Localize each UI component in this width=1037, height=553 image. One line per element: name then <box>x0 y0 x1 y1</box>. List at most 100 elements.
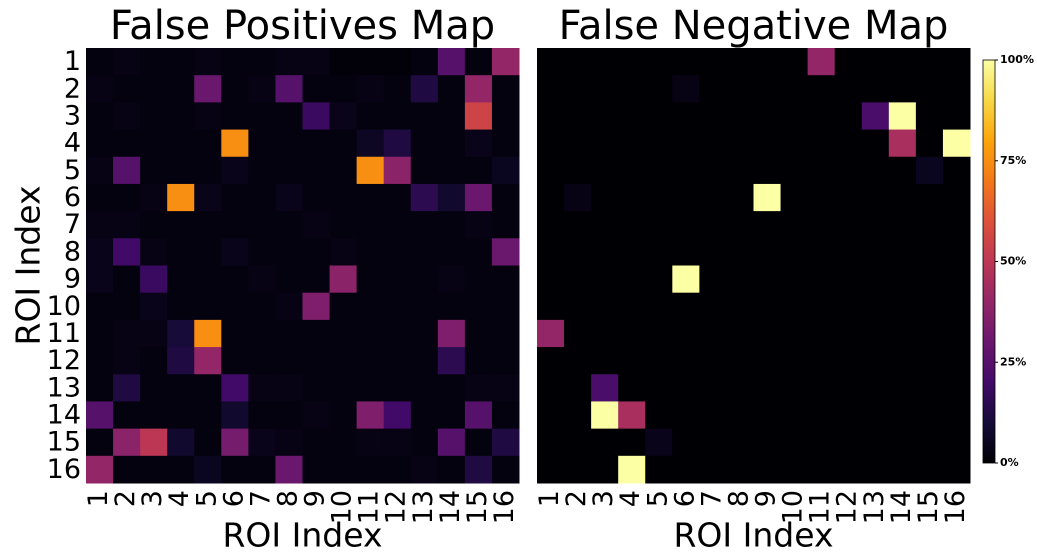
heat-cell <box>167 48 195 76</box>
heat-cell <box>942 102 971 131</box>
x-tick-label: 10 <box>778 490 809 524</box>
heat-cell <box>221 292 249 321</box>
heat-cell <box>834 102 863 131</box>
heat-cell <box>140 156 168 185</box>
y-tick-label: 10 <box>47 291 81 322</box>
heat-cell <box>915 211 944 239</box>
heat-cell <box>329 48 358 76</box>
heat-cell <box>356 455 385 484</box>
heat-cell <box>356 75 385 103</box>
heat-cell <box>248 265 276 294</box>
heat-cell <box>888 102 917 131</box>
heat-cell <box>699 183 727 212</box>
heat-cell <box>645 347 673 375</box>
heat-cell <box>618 102 646 131</box>
heat-cell <box>861 455 890 484</box>
heat-cell <box>537 347 565 375</box>
heat-cell <box>140 238 168 266</box>
heat-cell <box>726 238 754 266</box>
heat-cell <box>942 48 971 76</box>
heat-cell <box>356 374 385 402</box>
heat-cell <box>140 428 168 457</box>
heat-cell <box>942 455 971 484</box>
heat-cell <box>410 319 439 348</box>
x-tick-label: 14 <box>435 490 466 524</box>
heat-cell <box>275 347 303 375</box>
heat-cell <box>591 428 619 457</box>
heat-cell <box>942 238 971 266</box>
heat-cell <box>248 428 276 457</box>
heat-cell <box>329 347 358 375</box>
heat-cell <box>888 238 917 266</box>
heat-cell <box>464 374 493 402</box>
heat-cell <box>780 374 809 402</box>
y-tick-label: 2 <box>64 73 81 104</box>
heat-cell <box>564 319 592 348</box>
heat-cell <box>356 156 385 185</box>
heat-cell <box>383 319 412 348</box>
heat-cell <box>564 156 592 185</box>
heat-cell <box>410 428 439 457</box>
x-tick-label: 13 <box>859 490 890 524</box>
heat-cell <box>942 347 971 375</box>
heat-cell <box>302 265 331 294</box>
heat-cell <box>437 428 466 457</box>
heat-cell <box>329 75 358 103</box>
heat-cell <box>275 374 303 402</box>
heat-cell <box>113 265 141 294</box>
heat-cell <box>753 211 782 239</box>
heat-cell <box>537 48 565 76</box>
heat-cell <box>167 75 195 103</box>
x-tick-label: 1 <box>534 490 565 507</box>
heat-cell <box>645 129 673 158</box>
heat-cell <box>248 156 276 185</box>
heat-cell <box>86 428 114 457</box>
heat-cell <box>726 156 754 185</box>
heat-cell <box>437 75 466 103</box>
heat-cell <box>915 401 944 430</box>
x-tick-label: 12 <box>381 490 412 524</box>
x-tick-label: 15 <box>913 490 944 524</box>
heat-cell <box>888 183 917 212</box>
heat-cell <box>834 48 863 76</box>
x-tick-label: 15 <box>462 490 493 524</box>
heat-cell <box>383 428 412 457</box>
y-tick-label: 7 <box>64 209 81 240</box>
colorbar-tick-label: 75% <box>1000 154 1026 167</box>
heat-cell <box>140 347 168 375</box>
heat-cell <box>356 401 385 430</box>
heat-cell <box>194 319 222 348</box>
heat-cell <box>356 292 385 321</box>
heat-cell <box>194 75 222 103</box>
heat-cell <box>221 428 249 457</box>
heat-cell <box>942 129 971 158</box>
heat-cell <box>356 347 385 375</box>
heat-cell <box>383 238 412 266</box>
colorbar-tick-label: 25% <box>1000 355 1026 368</box>
heat-cell <box>618 238 646 266</box>
heat-cell <box>248 211 276 239</box>
heat-cell <box>618 211 646 239</box>
heat-cell <box>383 129 412 158</box>
heat-cell <box>491 183 520 212</box>
heat-cell <box>645 319 673 348</box>
heat-cell <box>618 265 646 294</box>
heat-cell <box>672 265 700 294</box>
heat-cell <box>221 265 249 294</box>
colorbar-tick-label: 0% <box>1000 456 1019 469</box>
heat-cell <box>672 374 700 402</box>
colorbar-tick-label: 50% <box>1000 255 1026 268</box>
heat-cell <box>618 183 646 212</box>
heat-cell <box>221 347 249 375</box>
y-tick-label: 3 <box>64 100 81 131</box>
x-tick-label: 6 <box>669 490 700 507</box>
heat-cell <box>564 265 592 294</box>
heat-cell <box>113 183 141 212</box>
heat-cell <box>645 156 673 185</box>
heat-cell <box>591 347 619 375</box>
x-tick-label: 11 <box>354 490 385 524</box>
heat-cell <box>86 75 114 103</box>
heat-cell <box>464 183 493 212</box>
heat-cell <box>437 156 466 185</box>
x-tick-label: 7 <box>696 490 727 507</box>
